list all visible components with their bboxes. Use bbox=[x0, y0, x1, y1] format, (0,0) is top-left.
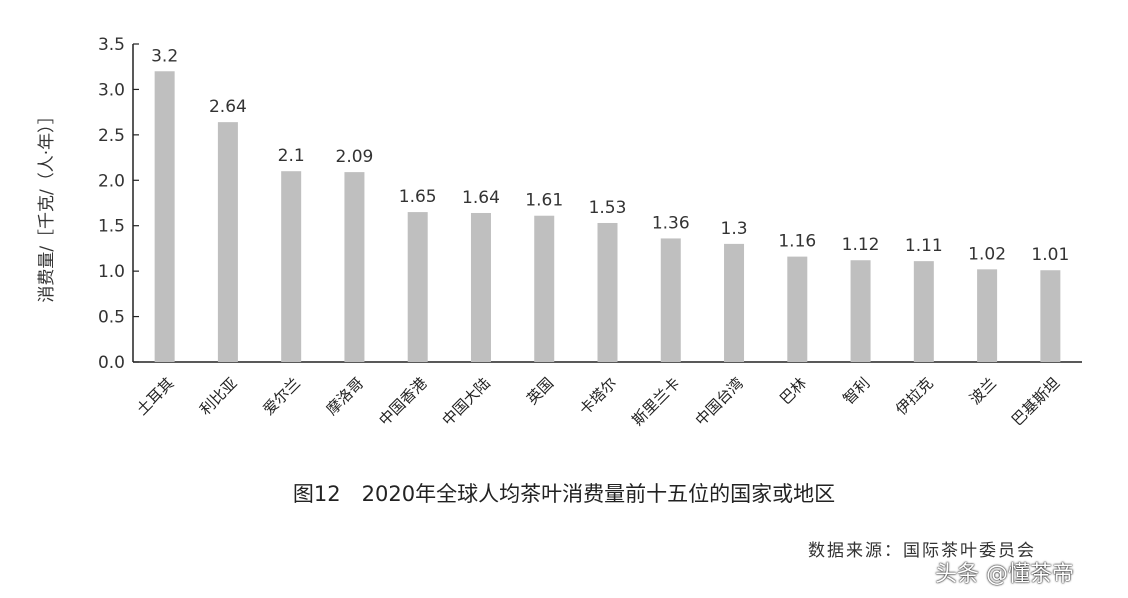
bar bbox=[787, 256, 808, 362]
y-tick-label: 1.0 bbox=[98, 262, 125, 282]
y-tick-label: 2.5 bbox=[98, 126, 125, 146]
data-source: 数据来源：国际茶叶委员会 bbox=[808, 541, 1036, 561]
x-tick-label: 利比亚 bbox=[196, 374, 241, 419]
x-tick-label: 中国香港 bbox=[375, 374, 430, 429]
y-tick-label: 1.5 bbox=[98, 217, 125, 237]
x-tick-label: 爱尔兰 bbox=[259, 374, 304, 419]
y-tick-label: 2.0 bbox=[98, 171, 125, 191]
data-label: 1.65 bbox=[399, 187, 437, 207]
bar bbox=[724, 243, 745, 362]
bar bbox=[470, 212, 491, 362]
data-label: 2.1 bbox=[278, 146, 305, 166]
y-tick-label: 0.5 bbox=[98, 308, 125, 328]
bar bbox=[977, 269, 998, 362]
data-label: 1.3 bbox=[721, 219, 748, 239]
bar bbox=[344, 172, 365, 362]
bar bbox=[154, 71, 175, 362]
data-label: 1.11 bbox=[905, 236, 943, 256]
x-tick-label: 摩洛哥 bbox=[323, 374, 368, 419]
x-tick-label: 斯里兰卡 bbox=[628, 374, 683, 429]
data-label: 2.09 bbox=[336, 147, 374, 167]
bar bbox=[850, 260, 871, 362]
data-label: 1.61 bbox=[525, 191, 563, 211]
bar bbox=[660, 238, 681, 362]
y-tick-label: 3.5 bbox=[98, 35, 125, 55]
x-tick-label: 中国大陆 bbox=[439, 374, 494, 429]
bar bbox=[1040, 270, 1061, 362]
x-tick-label: 波兰 bbox=[966, 374, 1000, 408]
bar bbox=[534, 215, 555, 362]
data-label: 3.2 bbox=[151, 46, 178, 66]
data-label: 1.02 bbox=[968, 244, 1006, 264]
x-tick-label: 中国台湾 bbox=[692, 374, 747, 429]
bar bbox=[217, 122, 238, 362]
bar bbox=[281, 171, 302, 362]
y-axis-label: 消费量/［千克/（人·年）］ bbox=[37, 107, 57, 302]
x-tick-label: 卡塔尔 bbox=[576, 374, 621, 419]
bar bbox=[597, 222, 618, 362]
data-label: 1.16 bbox=[778, 232, 816, 252]
y-tick-label: 0.0 bbox=[98, 353, 125, 373]
data-label: 2.64 bbox=[209, 97, 247, 117]
x-tick-label: 英国 bbox=[523, 374, 557, 408]
data-label: 1.12 bbox=[842, 235, 880, 255]
bar bbox=[913, 261, 934, 362]
data-label: 1.64 bbox=[462, 188, 500, 208]
bar-chart: 消费量/［千克/（人·年）］ 0.00.51.01.52.02.53.03.5 … bbox=[37, 35, 1082, 429]
data-label: 1.36 bbox=[652, 213, 690, 233]
data-label: 1.01 bbox=[1031, 245, 1069, 265]
x-tick-label: 智利 bbox=[839, 374, 873, 408]
chart-title: 图12 2020年全球人均茶叶消费量前十五位的国家或地区 bbox=[292, 482, 836, 506]
y-tick-label: 3.0 bbox=[98, 80, 125, 100]
x-tick-label: 巴林 bbox=[776, 374, 810, 408]
bar bbox=[407, 212, 428, 362]
x-tick-label: 土耳其 bbox=[133, 374, 178, 419]
x-tick-label: 伊拉克 bbox=[892, 374, 937, 419]
data-label: 1.53 bbox=[589, 198, 627, 218]
x-tick-label: 巴基斯坦 bbox=[1008, 374, 1063, 429]
watermark: 头条 @懂茶帝 bbox=[935, 562, 1074, 587]
